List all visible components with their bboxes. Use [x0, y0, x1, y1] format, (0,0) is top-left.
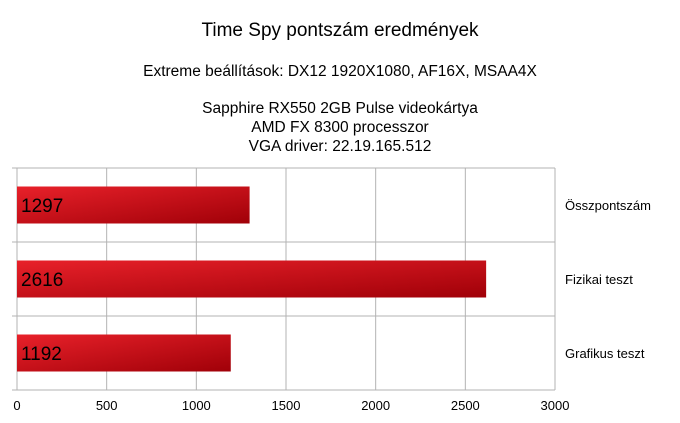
chart-subtitle: Extreme beállítások: DX12 1920X1080, AF1… [143, 63, 537, 80]
chart-title: Time Spy pontszám eredmények [201, 20, 479, 41]
data-label-1: 2616 [21, 270, 63, 291]
x-tick-label-3000: 3000 [541, 398, 570, 413]
x-tick-label-1000: 1000 [182, 398, 211, 413]
category-label-1: Fizikai teszt [565, 272, 633, 287]
info-line-driver: VGA driver: 22.19.165.512 [248, 138, 432, 155]
bar-2 [17, 334, 231, 372]
bar-1 [17, 260, 487, 298]
x-tick-label-2500: 2500 [451, 398, 480, 413]
x-tick-label-0: 0 [13, 398, 20, 413]
data-label-0: 1297 [21, 196, 63, 217]
x-tick-label-2000: 2000 [361, 398, 390, 413]
category-label-2: Grafikus teszt [565, 346, 645, 361]
category-label-0: Összpontszám [565, 198, 651, 213]
x-tick-label-500: 500 [96, 398, 118, 413]
data-label-2: 1192 [21, 344, 62, 365]
x-tick-label-1500: 1500 [272, 398, 301, 413]
bar-0 [17, 186, 250, 224]
info-line-cpu: AMD FX 8300 processzor [251, 119, 429, 136]
info-line-gpu: Sapphire RX550 2GB Pulse videokártya [202, 100, 478, 117]
